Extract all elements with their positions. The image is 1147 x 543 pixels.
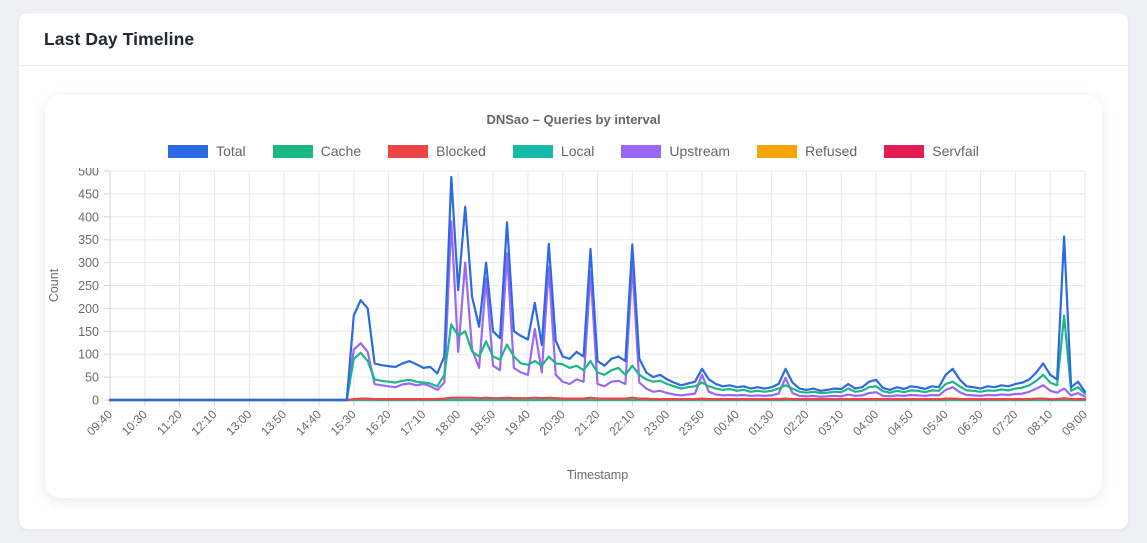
y-tick-label: 50 [85,371,99,385]
y-tick-label: 250 [78,279,99,293]
legend-item-local[interactable]: Local [512,143,595,159]
y-tick-label: 150 [78,325,99,339]
x-tick-label: 18:00 [432,407,463,438]
y-tick-label: 350 [78,233,99,247]
y-tick-label: 450 [78,187,99,201]
y-tick-label: 500 [78,168,99,179]
legend-label: Cache [320,143,362,159]
y-tick-label: 0 [92,394,99,408]
card-header: Last Day Timeline [19,13,1128,66]
x-tick-label: 19:40 [502,407,533,438]
legend-label: Servfail [932,143,979,159]
x-tick-label: 07:20 [989,407,1020,438]
y-tick-label: 100 [78,348,99,362]
legend-item-servfail[interactable]: Servfail [884,143,979,159]
x-tick-label: 04:50 [885,407,916,438]
legend-swatch-local [512,144,553,158]
x-tick-label: 02:20 [780,407,811,438]
legend-item-refused[interactable]: Refused [757,143,857,159]
x-tick-label: 13:00 [223,407,254,438]
chart-legend: Total Cache Blocked Local Upstream Refused Ser… [45,140,1102,162]
legend-item-blocked[interactable]: Blocked [388,143,486,159]
x-tick-label: 04:00 [850,407,881,438]
legend-swatch-total [168,144,209,158]
legend-swatch-refused [757,144,798,158]
legend-swatch-servfail [884,144,925,158]
legend-item-total[interactable]: Total [168,143,246,159]
x-tick-label: 20:30 [537,407,568,438]
x-tick-label: 00:40 [711,407,742,438]
x-tick-label: 21:20 [571,407,602,438]
series-line-total [108,175,1087,402]
legend-item-cache[interactable]: Cache [272,143,362,159]
x-tick-label: 22:10 [606,407,637,438]
x-tick-label: 09:00 [1059,407,1090,438]
x-tick-label: 08:10 [1024,407,1055,438]
chart-panel: DNSao – Queries by interval Total Cache Bl… [45,95,1102,498]
x-tick-label: 06:30 [955,407,986,438]
x-tick-label: 14:40 [293,407,324,438]
legend-swatch-cache [272,144,313,158]
y-tick-label: 200 [78,302,99,316]
queries-by-interval-chart[interactable]: 0 50 100 150 200 250 300 350 400 450 500 09:40 10:30… [45,168,1102,488]
legend-label: Refused [805,143,858,159]
x-tick-label: 12:10 [188,407,219,438]
legend-label: Local [560,143,595,159]
legend-swatch-upstream [621,144,662,158]
x-tick-label: 03:10 [815,407,846,438]
x-tick-label: 01:30 [746,407,777,438]
x-tick-label: 05:40 [920,407,951,438]
x-tick-label: 18:50 [467,407,498,438]
y-axis-title: Count [47,268,61,302]
y-tick-label: 300 [78,256,99,270]
y-gridlines: 0 50 100 150 200 250 300 350 400 450 500 [78,168,1085,408]
card-body: DNSao – Queries by interval Total Cache Bl… [19,66,1128,529]
x-tick-label: 09:40 [84,407,115,438]
timeline-card: Last Day Timeline DNSao – Queries by int… [18,12,1129,530]
legend-label: Upstream [669,143,731,159]
y-tick-label: 400 [78,210,99,224]
legend-label: Total [216,143,246,159]
legend-item-upstream[interactable]: Upstream [621,143,730,159]
chart-title: DNSao – Queries by interval [486,112,661,127]
x-tick-label: 13:50 [258,407,289,438]
series-lines [108,175,1087,402]
x-tick-label: 15:30 [328,407,359,438]
x-tick-label: 23:00 [641,407,672,438]
x-tick-label: 10:30 [119,407,150,438]
card-title: Last Day Timeline [44,29,195,49]
x-axis-title: Timestamp [567,468,628,482]
x-tick-label: 23:50 [676,407,707,438]
x-tick-label: 11:20 [154,407,185,438]
legend-swatch-blocked [388,144,429,158]
x-tick-label: 16:20 [363,407,394,438]
x-tick-label: 17:10 [397,407,428,438]
legend-label: Blocked [436,143,486,159]
